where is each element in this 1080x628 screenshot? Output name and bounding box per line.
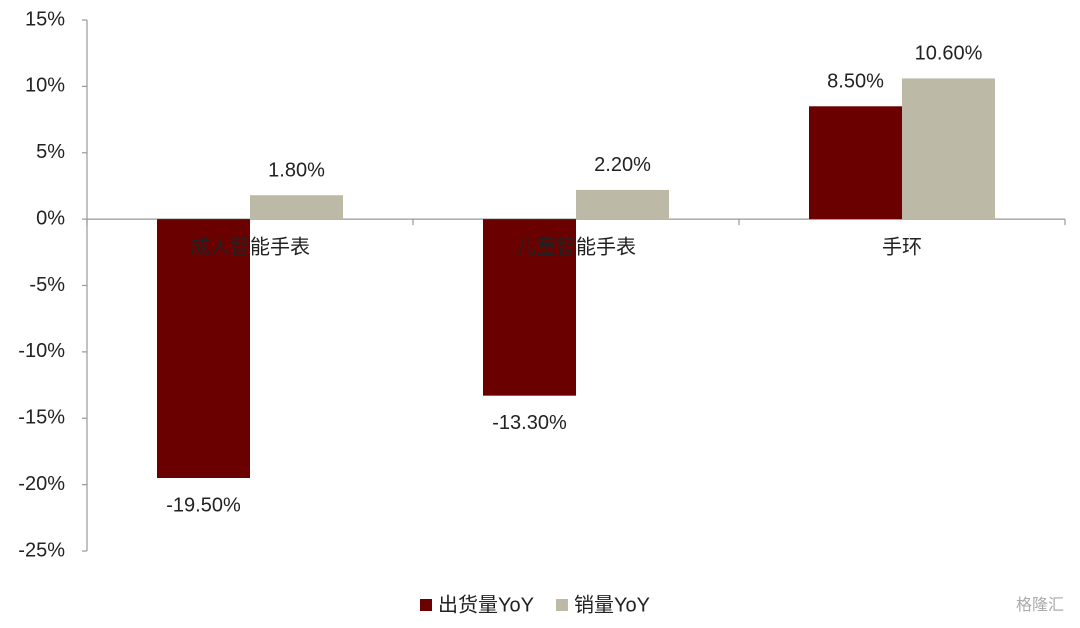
- x-tick-label: 儿童智能手表: [516, 235, 636, 258]
- y-tick-label: 15%: [25, 8, 65, 30]
- value-label: 1.80%: [268, 160, 325, 182]
- y-tick-label: -20%: [18, 473, 65, 495]
- legend-label: 销量YoY: [574, 593, 650, 616]
- bar: [157, 219, 250, 478]
- legend-swatch: [555, 599, 568, 611]
- y-tick-label: 0%: [36, 207, 65, 229]
- y-tick-label: -25%: [18, 539, 65, 561]
- value-label: 10.60%: [915, 43, 983, 65]
- value-label: 2.20%: [594, 154, 651, 176]
- legend-swatch: [420, 599, 432, 611]
- value-label: -19.50%: [166, 494, 241, 516]
- bar: [902, 78, 995, 220]
- value-label: -13.30%: [492, 412, 567, 434]
- watermark: 格隆汇: [1016, 596, 1064, 614]
- value-label: 8.50%: [827, 71, 884, 93]
- y-tick-label: 5%: [36, 141, 65, 163]
- bar: [576, 189, 669, 220]
- x-tick-label: 成人智能手表: [190, 235, 310, 258]
- bar: [809, 106, 902, 220]
- y-tick-label: -5%: [29, 274, 65, 296]
- bar: [250, 195, 343, 220]
- legend-label: 出货量YoY: [438, 593, 534, 616]
- bar: [483, 219, 576, 396]
- y-tick-label: -10%: [18, 340, 65, 362]
- y-tick-label: 10%: [25, 75, 65, 97]
- y-tick-label: -15%: [18, 407, 65, 429]
- x-tick-label: 手环: [882, 235, 922, 258]
